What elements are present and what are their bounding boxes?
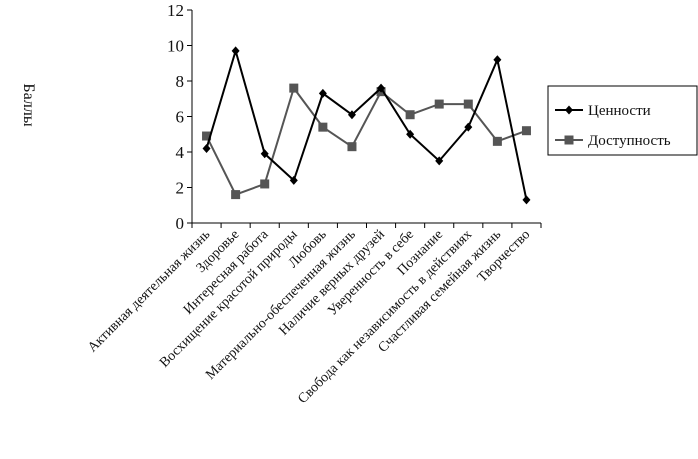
data-point-square [564, 135, 574, 145]
data-point-square [521, 126, 531, 136]
legend: Ценности Доступность [547, 85, 698, 156]
data-point-square [231, 190, 241, 200]
series-values [202, 46, 531, 205]
data-point-square [202, 131, 212, 141]
data-point-square [289, 83, 299, 93]
data-point-square [434, 99, 444, 109]
data-point-diamond [260, 149, 269, 159]
data-point-diamond [464, 122, 473, 132]
y-tick-label: 0 [176, 214, 185, 233]
data-point-diamond [406, 129, 415, 139]
y-tick-label: 8 [176, 72, 185, 91]
data-point-diamond [347, 110, 356, 120]
y-tick-label: 10 [167, 37, 184, 56]
legend-label: Ценности [588, 103, 651, 119]
series-line [205, 47, 528, 201]
y-tick-label: 4 [176, 143, 185, 162]
series-line [205, 85, 527, 196]
y-tick-label: 2 [176, 179, 185, 198]
data-point-diamond [435, 156, 444, 166]
y-tick-label: 6 [176, 108, 185, 127]
data-point-square [492, 136, 502, 146]
legend-label: Доступность [588, 133, 671, 149]
data-point-square [405, 110, 415, 120]
data-point-diamond [565, 105, 573, 115]
data-point-diamond [231, 46, 240, 56]
data-point-diamond [522, 195, 531, 205]
data-point-diamond [202, 143, 211, 153]
data-point-square [463, 99, 473, 109]
data-point-diamond [493, 55, 502, 65]
data-point-square [260, 179, 270, 189]
data-point-square [318, 122, 328, 132]
data-point-diamond [289, 175, 298, 185]
data-point-square [347, 142, 357, 152]
data-point-diamond [318, 88, 327, 98]
y-axis-label: Баллы [20, 83, 37, 126]
data-point-diamond [377, 83, 386, 93]
y-tick-label: 12 [167, 1, 184, 20]
